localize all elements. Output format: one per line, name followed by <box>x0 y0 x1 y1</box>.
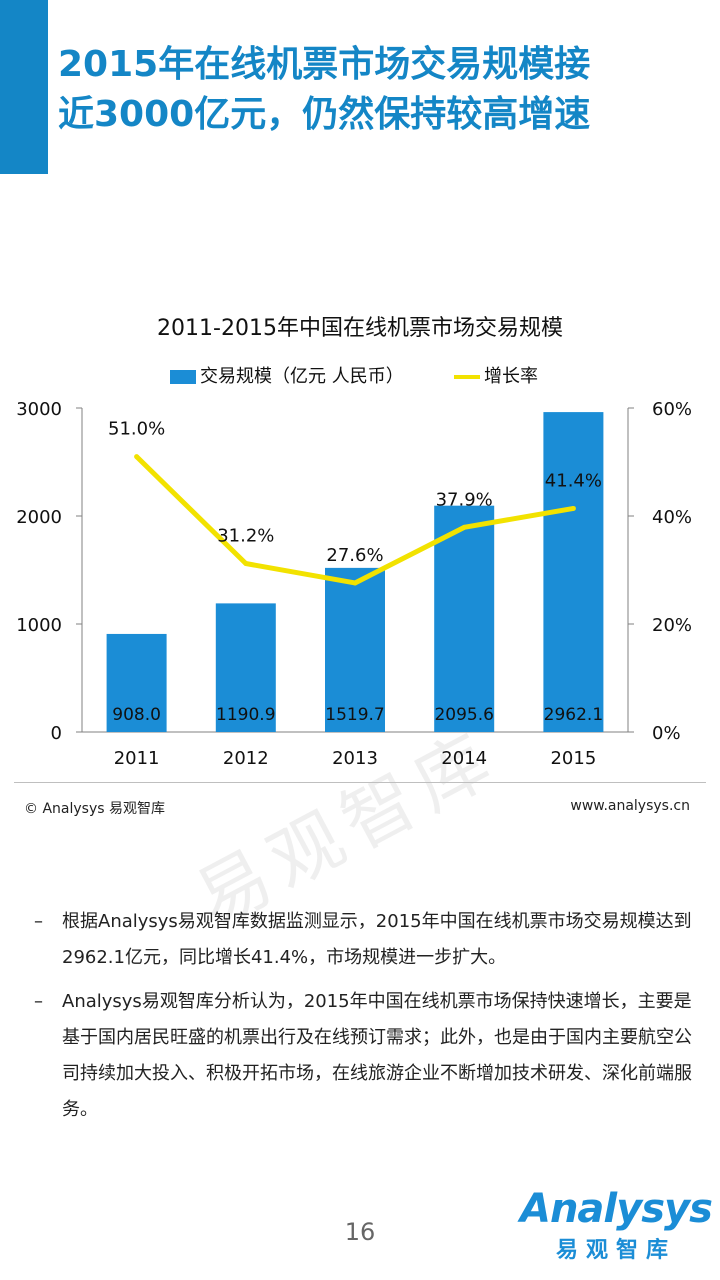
chart: 2011-2015年中国在线机票市场交易规模 交易规模（亿元 人民币） 增长率 … <box>0 300 720 942</box>
x-tick-label: 2012 <box>223 748 269 769</box>
page-number: 16 <box>344 1218 376 1246</box>
bar <box>106 633 167 732</box>
logo-wordmark: Analysys <box>520 1186 713 1232</box>
bar-value-label: 908.0 <box>112 705 161 725</box>
bullet-text: Analysys易观智库分析认为，2015年中国在线机票市场保持快速增长，主要是… <box>62 991 692 1120</box>
page-title-line-2: 近3000亿元，仍然保持较高增速 <box>58 94 591 135</box>
growth-point <box>243 561 249 567</box>
chart-title: 2011-2015年中国在线机票市场交易规模 <box>157 316 563 341</box>
y-right-tick-label: 40% <box>652 507 692 528</box>
growth-point <box>134 454 140 460</box>
bar-value-label: 1519.7 <box>325 705 384 725</box>
y-left-tick-label: 3000 <box>16 399 62 420</box>
bullet-item: – Analysys易观智库分析认为，2015年中国在线机票市场保持快速增长，主… <box>32 984 692 1128</box>
bullet-dash: – <box>34 991 43 1012</box>
y-left-tick-label: 1000 <box>16 615 62 636</box>
growth-label: 31.2% <box>217 526 274 547</box>
x-tick-label: 2013 <box>332 748 378 769</box>
source-credit: © Analysys 易观智库 <box>24 801 165 817</box>
legend-swatch-bar <box>170 370 196 384</box>
bar-value-label: 2095.6 <box>434 705 493 725</box>
y-right-tick-label: 0% <box>652 723 681 744</box>
analysys-logo: Analysys 易观智库 <box>520 1186 713 1266</box>
logo-chinese: 易观智库 <box>556 1238 677 1263</box>
divider <box>14 782 706 783</box>
bullet-list: – 根据Analysys易观智库数据监测显示，2015年中国在线机票市场交易规模… <box>32 904 692 1136</box>
bar <box>543 412 604 732</box>
bullet-text: 根据Analysys易观智库数据监测显示，2015年中国在线机票市场交易规模达到… <box>62 911 692 968</box>
growth-label: 41.4% <box>545 470 602 491</box>
legend-item-volume: 交易规模（亿元 人民币） <box>170 362 404 388</box>
growth-point <box>461 524 467 530</box>
page-title-line-1: 2015年在线机票市场交易规模接 <box>58 44 591 85</box>
growth-label: 27.6% <box>326 545 383 566</box>
y-right-tick-label: 60% <box>652 399 692 420</box>
accent-bar <box>0 0 48 174</box>
y-left-tick-label: 2000 <box>16 507 62 528</box>
legend-label-volume: 交易规模（亿元 人民币） <box>200 366 404 387</box>
bar-value-label: 1190.9 <box>216 705 275 725</box>
growth-point <box>352 580 358 586</box>
growth-label: 37.9% <box>436 489 493 510</box>
legend-label-growth: 增长率 <box>484 366 538 387</box>
chart-plot: 0 1000 2000 3000 0% 20% 40% 60% 908.0 2011 1190.9 2… <box>16 399 692 769</box>
bar <box>325 567 385 732</box>
bar <box>434 505 495 732</box>
y-left-tick-label: 0 <box>51 723 62 744</box>
growth-point <box>570 505 576 511</box>
bullet-item: – 根据Analysys易观智库数据监测显示，2015年中国在线机票市场交易规模… <box>32 904 692 976</box>
y-right-tick-label: 20% <box>652 615 692 636</box>
legend-item-growth: 增长率 <box>454 362 538 388</box>
x-tick-label: 2014 <box>441 748 487 769</box>
page-title: 2015年在线机票市场交易规模接 近3000亿元，仍然保持较高增速 <box>58 40 708 140</box>
x-tick-label: 2011 <box>114 748 160 769</box>
bar <box>215 603 276 732</box>
bar-value-label: 2962.1 <box>544 705 603 725</box>
growth-label: 51.0% <box>108 419 165 440</box>
bullet-dash: – <box>34 911 43 932</box>
source-url: www.analysys.cn <box>570 798 690 814</box>
x-tick-label: 2015 <box>550 748 596 769</box>
legend-swatch-line <box>454 375 480 379</box>
